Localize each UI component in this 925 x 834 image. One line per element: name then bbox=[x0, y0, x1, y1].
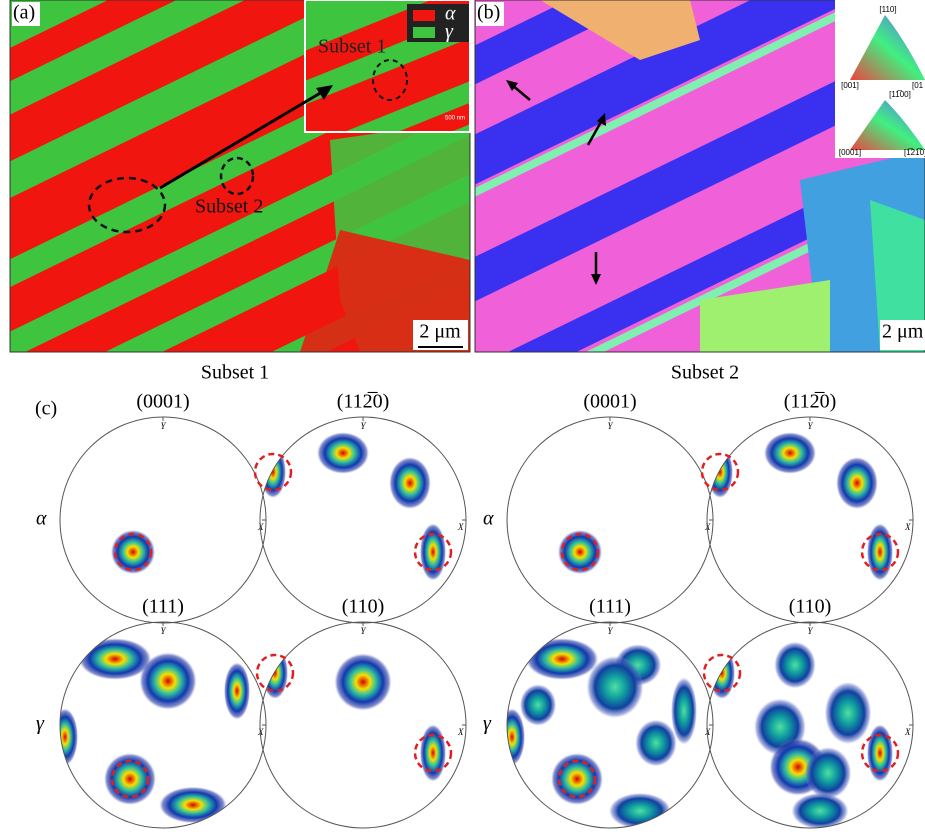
axis-label: Y bbox=[360, 626, 366, 636]
pole-spot bbox=[139, 652, 196, 709]
pole-figure: YX(0001) bbox=[60, 391, 266, 623]
pole-spot bbox=[520, 684, 556, 726]
ipf-label: [0001] bbox=[839, 148, 861, 157]
spots bbox=[111, 530, 155, 574]
pole-figure: Y X (110) bbox=[257, 596, 466, 828]
pole-spot bbox=[526, 638, 599, 680]
axis-label: Y bbox=[807, 421, 813, 431]
panel-label: (b) bbox=[477, 2, 500, 24]
spots bbox=[707, 432, 893, 580]
pole-spot bbox=[389, 457, 431, 509]
ipf-label: [11̅00] bbox=[889, 90, 911, 99]
ipf-label: [110] bbox=[879, 5, 896, 14]
scale-bar: 2 μm bbox=[882, 321, 924, 343]
legend-swatch bbox=[413, 27, 435, 38]
pole-spot bbox=[867, 523, 893, 580]
plane-label: (112̅0) bbox=[784, 391, 837, 413]
pole-figure: Y X (110) bbox=[704, 596, 913, 830]
panel-label: (a) bbox=[13, 2, 35, 24]
spots bbox=[499, 638, 697, 829]
plane-label: (110) bbox=[342, 596, 385, 618]
inset-scale: 500 nm bbox=[445, 116, 465, 122]
plane-label: (111) bbox=[589, 596, 631, 618]
spots bbox=[709, 642, 893, 830]
plane-label: (112̅0) bbox=[337, 391, 390, 413]
axis-label: Y bbox=[607, 421, 613, 431]
axis-label: Y bbox=[160, 421, 166, 431]
pole-spot bbox=[825, 682, 872, 744]
plane-label: (0001) bbox=[136, 391, 189, 413]
pole-spot bbox=[317, 432, 369, 474]
pole-spot bbox=[420, 724, 446, 781]
pole-spot bbox=[159, 787, 227, 823]
pole-circle bbox=[507, 417, 713, 623]
axis-label: X bbox=[457, 522, 464, 532]
axis-label: X bbox=[904, 727, 911, 737]
spots bbox=[262, 647, 446, 782]
axis-label: Y bbox=[607, 626, 613, 636]
pole-figure: Y X (112̅0) bbox=[255, 391, 466, 623]
phase-label: α bbox=[36, 508, 47, 530]
pole-spot bbox=[334, 653, 391, 710]
pole-spot bbox=[774, 642, 816, 689]
legend-swatch bbox=[413, 10, 435, 21]
pole-figure: YX(111) bbox=[52, 596, 266, 828]
pole-figure: Y X (112̅0) bbox=[702, 391, 913, 623]
subset-title: Subset 2 bbox=[671, 362, 739, 384]
axis-label: Y bbox=[807, 626, 813, 636]
ipf-label: [1̅21̅0] bbox=[904, 148, 925, 157]
axis-label: X bbox=[904, 522, 911, 532]
pole-figures: YX(0001)YX(112̅0)YX(111)YX(110)αγYX(0001… bbox=[36, 391, 913, 830]
subset-label: Subset 2 bbox=[195, 196, 263, 218]
figure: α γ Subset 1 500 nm Subset 2 (a) 2 μm [1… bbox=[0, 0, 925, 834]
inset-label: Subset 1 bbox=[318, 36, 386, 58]
axis-label: X bbox=[457, 727, 464, 737]
spots bbox=[52, 638, 250, 823]
phase-label: α bbox=[483, 508, 494, 530]
pole-spot bbox=[867, 724, 893, 781]
pole-spot bbox=[558, 530, 602, 574]
pole-spot bbox=[764, 432, 816, 474]
panel-label: (c) bbox=[35, 398, 57, 420]
axis-label: Y bbox=[360, 421, 366, 431]
pole-spot bbox=[224, 662, 250, 719]
plane-label: (110) bbox=[789, 596, 832, 618]
pole-figure: YX(0001) bbox=[507, 391, 713, 623]
legend-label: γ bbox=[445, 21, 454, 43]
phase-label: γ bbox=[483, 713, 492, 735]
pole-circle bbox=[60, 417, 266, 623]
phase-label: γ bbox=[36, 713, 45, 735]
pole-spot bbox=[635, 720, 677, 767]
plane-label: (111) bbox=[142, 596, 184, 618]
pole-spot bbox=[805, 747, 852, 799]
pole-spot bbox=[836, 457, 878, 509]
scale-bar: 2 μm bbox=[419, 321, 461, 343]
subset-title: Subset 1 bbox=[201, 362, 269, 384]
spots bbox=[260, 432, 446, 580]
pole-figure: YX(111) bbox=[499, 596, 713, 830]
plane-label: (0001) bbox=[583, 391, 636, 413]
ipf-label: [01 bbox=[912, 81, 924, 90]
axis-label: Y bbox=[160, 626, 166, 636]
pole-spot bbox=[420, 523, 446, 580]
pole-spot bbox=[586, 656, 643, 718]
spots bbox=[558, 530, 602, 574]
ipf-label: [001] bbox=[841, 81, 859, 90]
pole-spot bbox=[111, 530, 155, 574]
